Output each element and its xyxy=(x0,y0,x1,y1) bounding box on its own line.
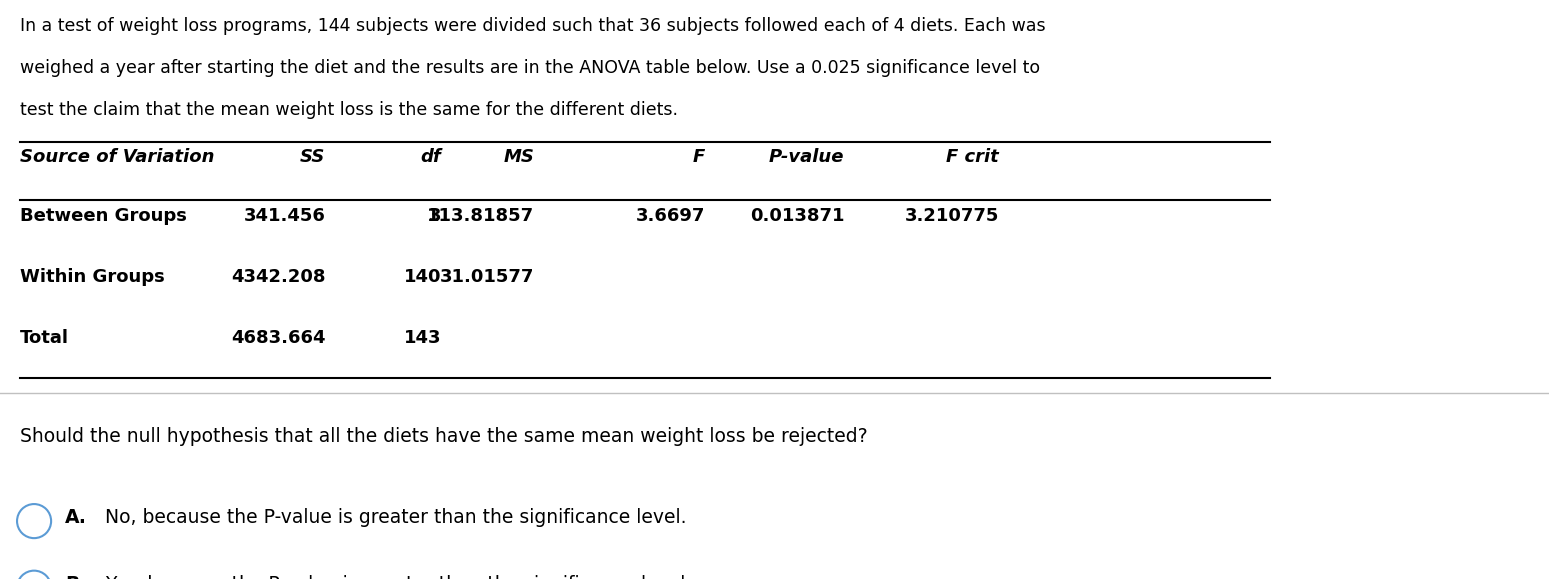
Text: 3.210775: 3.210775 xyxy=(905,207,999,225)
Text: 0.013871: 0.013871 xyxy=(750,207,844,225)
Text: F: F xyxy=(692,148,705,166)
Text: Within Groups: Within Groups xyxy=(20,268,164,286)
Text: SS: SS xyxy=(301,148,325,166)
Text: Yes, because the P-value is greater than the significance level.: Yes, because the P-value is greater than… xyxy=(105,575,691,579)
Text: 4683.664: 4683.664 xyxy=(231,329,325,347)
Text: Between Groups: Between Groups xyxy=(20,207,187,225)
Text: 143: 143 xyxy=(404,329,441,347)
Text: A.: A. xyxy=(65,508,87,527)
Text: F crit: F crit xyxy=(946,148,999,166)
Text: 341.456: 341.456 xyxy=(243,207,325,225)
Text: df: df xyxy=(421,148,441,166)
Text: No, because the P-value is greater than the significance level.: No, because the P-value is greater than … xyxy=(105,508,686,527)
Text: Should the null hypothesis that all the diets have the same mean weight loss be : Should the null hypothesis that all the … xyxy=(20,427,867,446)
Text: 140: 140 xyxy=(404,268,441,286)
Text: Source of Variation: Source of Variation xyxy=(20,148,215,166)
Text: 3: 3 xyxy=(429,207,441,225)
Text: P-value: P-value xyxy=(768,148,844,166)
Text: B.: B. xyxy=(65,575,87,579)
Text: weighed a year after starting the diet and the results are in the ANOVA table be: weighed a year after starting the diet a… xyxy=(20,59,1041,77)
Text: 113.81857: 113.81857 xyxy=(428,207,534,225)
Text: 31.01577: 31.01577 xyxy=(440,268,534,286)
Text: test the claim that the mean weight loss is the same for the different diets.: test the claim that the mean weight loss… xyxy=(20,101,678,119)
Text: 3.6697: 3.6697 xyxy=(635,207,705,225)
Text: 4342.208: 4342.208 xyxy=(231,268,325,286)
Text: In a test of weight loss programs, 144 subjects were divided such that 36 subjec: In a test of weight loss programs, 144 s… xyxy=(20,17,1046,35)
Text: MS: MS xyxy=(503,148,534,166)
Text: Total: Total xyxy=(20,329,70,347)
